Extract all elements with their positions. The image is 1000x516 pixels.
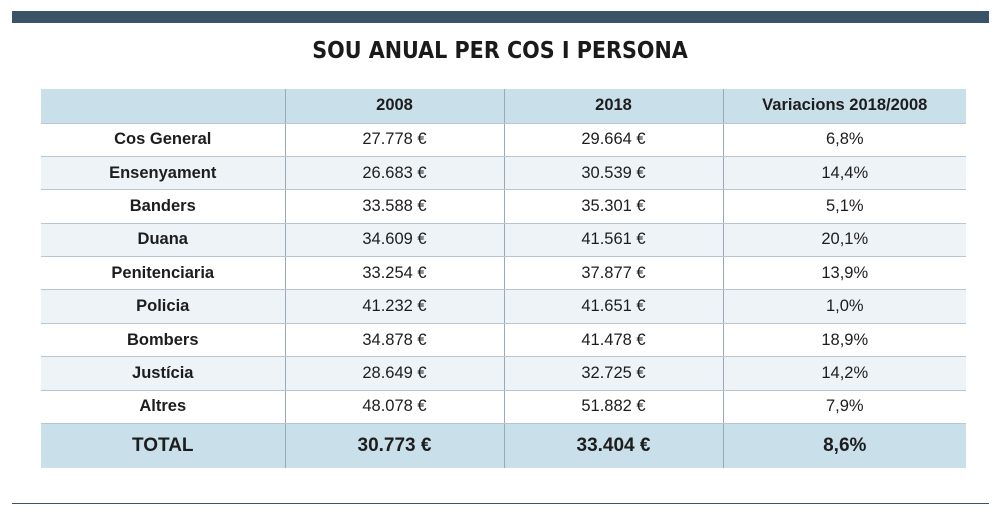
table-row: Penitenciaria 33.254 € 37.877 € 13,9% — [41, 256, 966, 291]
row-label: Banders — [41, 189, 285, 224]
table-cell: 20,1% — [722, 223, 966, 258]
table-cell: 18,9% — [722, 323, 966, 358]
table-cell: 41.651 € — [503, 289, 723, 324]
table-cell: 5,1% — [722, 189, 966, 224]
table-cell: 48.078 € — [284, 390, 504, 425]
row-label: Cos General — [41, 123, 285, 157]
row-label: Ensenyament — [41, 156, 285, 191]
row-label: Justícia — [41, 356, 285, 391]
table-row: Cos General 27.778 € 29.664 € 6,8% — [41, 123, 966, 157]
table-cell: 14,2% — [722, 356, 966, 391]
table-cell: 35.301 € — [503, 189, 723, 224]
table-cell: 34.609 € — [284, 223, 504, 258]
table-cell: 34.878 € — [284, 323, 504, 358]
table-cell: 37.877 € — [503, 256, 723, 291]
column-header: 2018 — [503, 89, 723, 124]
table-row: Ensenyament 26.683 € 30.539 € 14,4% — [41, 156, 966, 191]
table-cell: 41.561 € — [503, 223, 723, 258]
table-row: Policia 41.232 € 41.651 € 1,0% — [41, 289, 966, 324]
table-row: Banders 33.588 € 35.301 € 5,1% — [41, 189, 966, 224]
table-cell: 51.882 € — [503, 390, 723, 425]
table-cell: 33.254 € — [284, 256, 504, 291]
total-row: TOTAL 30.773 € 33.404 € 8,6% — [41, 423, 966, 468]
total-cell: 33.404 € — [503, 423, 723, 468]
table-cell: 29.664 € — [503, 123, 723, 157]
table-row: Justícia 28.649 € 32.725 € 14,2% — [41, 356, 966, 391]
column-header — [41, 89, 285, 124]
table-cell: 33.588 € — [284, 189, 504, 224]
bottom-divider — [12, 503, 989, 504]
table-cell: 1,0% — [722, 289, 966, 324]
row-label: Penitenciaria — [41, 256, 285, 291]
total-label: TOTAL — [41, 423, 285, 468]
table-cell: 6,8% — [722, 123, 966, 157]
table-cell: 13,9% — [722, 256, 966, 291]
row-label: Duana — [41, 223, 285, 258]
table-cell: 41.232 € — [284, 289, 504, 324]
header-row: 2008 2018 Variacions 2018/2008 — [41, 89, 966, 124]
table-cell: 32.725 € — [503, 356, 723, 391]
table-row: Duana 34.609 € 41.561 € 20,1% — [41, 223, 966, 258]
column-header: Variacions 2018/2008 — [722, 89, 966, 124]
column-header: 2008 — [284, 89, 504, 124]
table-cell: 7,9% — [722, 390, 966, 425]
total-cell: 8,6% — [722, 423, 966, 468]
top-accent-bar — [12, 11, 989, 23]
table-cell: 28.649 € — [284, 356, 504, 391]
table-row: Altres 48.078 € 51.882 € 7,9% — [41, 390, 966, 425]
table-title: SOU ANUAL PER COS I PERSONA — [312, 38, 688, 64]
total-cell: 30.773 € — [284, 423, 504, 468]
table-cell: 14,4% — [722, 156, 966, 191]
table-cell: 30.539 € — [503, 156, 723, 191]
row-label: Altres — [41, 390, 285, 425]
table-cell: 41.478 € — [503, 323, 723, 358]
table-row: Bombers 34.878 € 41.478 € 18,9% — [41, 323, 966, 358]
table-cell: 27.778 € — [284, 123, 504, 157]
row-label: Policia — [41, 289, 285, 324]
salary-table: 2008 2018 Variacions 2018/2008 Cos Gener… — [41, 89, 966, 468]
table-cell: 26.683 € — [284, 156, 504, 191]
row-label: Bombers — [41, 323, 285, 358]
